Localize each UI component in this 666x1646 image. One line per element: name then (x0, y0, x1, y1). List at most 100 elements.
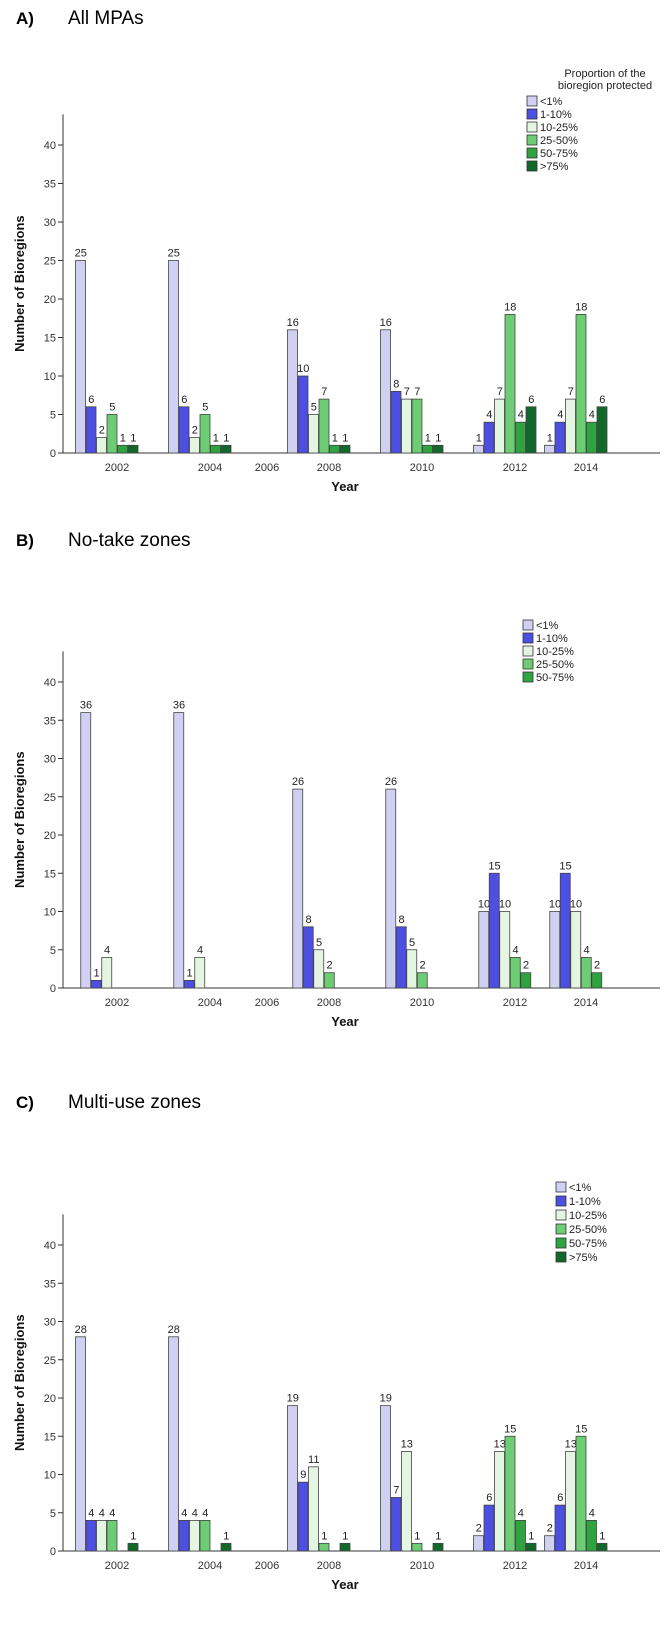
bar-2010-<1% (385, 788, 397, 989)
panel-letter: A) (16, 9, 34, 28)
data-label: 1 (435, 432, 441, 444)
bar-2002-25-50% (106, 414, 118, 454)
legend-swatch (522, 658, 534, 670)
data-label: 4 (88, 1507, 94, 1519)
legend-label: 1-10% (569, 1196, 601, 1208)
data-label: 1 (528, 1530, 534, 1542)
bar-2002-10-25% (96, 437, 107, 454)
data-label: 1 (547, 432, 553, 444)
bar-2010->75% (432, 1542, 444, 1552)
data-label: 4 (557, 409, 563, 421)
bar-2002-1-10% (85, 406, 97, 454)
data-label: 6 (557, 1492, 563, 1504)
legend-label: 50-75% (569, 1238, 607, 1250)
bar-2004-<1% (173, 712, 185, 989)
data-label: 1 (120, 432, 126, 444)
data-label: 18 (504, 301, 516, 313)
x-tick-label: 2012 (503, 997, 527, 1009)
data-label: 15 (575, 1423, 587, 1435)
x-tick-label: 2006 (255, 997, 279, 1009)
x-tick-label: 2012 (503, 1560, 527, 1572)
data-label: 6 (181, 394, 187, 406)
data-label: 26 (292, 776, 304, 788)
bar-2008-50-75% (329, 444, 340, 454)
legend-label: <1% (536, 620, 559, 632)
bar-2002-1-10% (85, 1520, 97, 1552)
legend-label: <1% (540, 96, 563, 108)
data-label: 5 (409, 937, 415, 949)
legend-swatch (522, 645, 534, 657)
bar-2012-50-75% (515, 421, 526, 454)
bar-2008-10-25% (308, 1466, 319, 1552)
data-label: 2 (547, 1523, 553, 1535)
y-tick-label: 0 (50, 1546, 56, 1558)
bar-2008-25-50% (323, 972, 335, 989)
data-label: 36 (80, 700, 92, 712)
y-tick-label: 30 (44, 754, 56, 766)
legend-label: >75% (540, 161, 569, 173)
bar-2012-50-75% (515, 1520, 526, 1552)
bar-2012-<1% (478, 911, 490, 989)
legend-label: <1% (569, 1182, 592, 1194)
data-label: 13 (565, 1439, 577, 1451)
legend-swatch (555, 1223, 567, 1235)
y-axis-title: Number of Bioregions (12, 1314, 27, 1451)
x-tick-label: 2010 (410, 997, 434, 1009)
y-tick-label: 25 (44, 1355, 56, 1367)
bar-2012-10-25% (499, 911, 511, 989)
data-label: 2 (192, 425, 198, 437)
bar-2014-25-50% (575, 313, 587, 454)
panel-title: All MPAs (68, 8, 144, 29)
data-label: 25 (75, 248, 87, 260)
y-tick-label: 20 (44, 1393, 56, 1405)
bar-2008-10-25% (308, 414, 319, 454)
data-label: 4 (197, 944, 203, 956)
bar-2012-10-25% (494, 398, 505, 454)
data-label: 6 (599, 394, 605, 406)
bar-2010-10-25% (401, 398, 412, 454)
bar-2004-<1% (168, 260, 179, 454)
bar-2014-25-50% (580, 957, 592, 989)
legend-swatch (526, 134, 538, 146)
data-label: 1 (186, 967, 192, 979)
data-label: 18 (575, 301, 587, 313)
bar-2004->75% (220, 444, 232, 454)
data-label: 11 (308, 1454, 319, 1466)
legend-label: 1-10% (540, 109, 572, 121)
bar-2002-25-50% (106, 1520, 118, 1552)
x-tick-label: 2014 (574, 1560, 598, 1572)
bar-2002-<1% (75, 260, 86, 454)
data-label: 2 (476, 1523, 482, 1535)
data-label: 8 (398, 914, 404, 926)
bar-2008->75% (339, 444, 351, 454)
bar-2012-<1% (473, 1535, 484, 1552)
data-label: 4 (583, 944, 589, 956)
y-tick-label: 30 (44, 217, 56, 229)
data-label: 36 (173, 700, 185, 712)
x-tick-label: 2008 (317, 997, 341, 1009)
chart-panel-3: C) Multi-use zones 0 5 10 15 20 25 30 35 40 Number … (12, 1092, 660, 1592)
legend-swatch (555, 1251, 567, 1263)
data-label: 2 (326, 960, 332, 972)
data-label: 25 (168, 248, 180, 260)
y-tick-label: 40 (44, 1240, 56, 1252)
data-label: 26 (385, 776, 397, 788)
data-label: 4 (192, 1507, 198, 1519)
legend-swatch (526, 121, 538, 133)
data-label: 13 (494, 1439, 506, 1451)
x-tick-label: 2006 (255, 462, 279, 474)
bar-2002-<1% (75, 1336, 86, 1552)
bar-2008->75% (339, 1542, 351, 1552)
data-label: 4 (589, 1507, 595, 1519)
data-label: 28 (75, 1324, 87, 1336)
data-label: 7 (497, 386, 503, 398)
data-label: 10 (478, 899, 490, 911)
bar-2002->75% (127, 444, 139, 454)
data-label: 2 (594, 960, 600, 972)
y-tick-label: 40 (44, 140, 56, 152)
data-label: 1 (332, 432, 338, 444)
data-label: 4 (512, 944, 518, 956)
bar-2012-1-10% (488, 872, 500, 989)
